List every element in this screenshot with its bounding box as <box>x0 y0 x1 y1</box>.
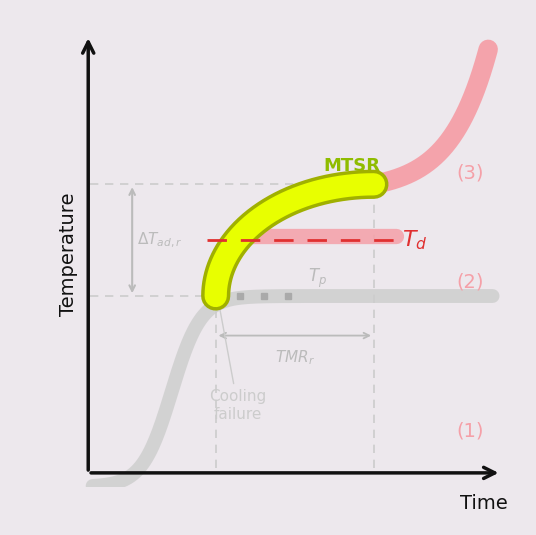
Text: Time: Time <box>460 494 508 513</box>
Text: Cooling
failure: Cooling failure <box>209 303 266 422</box>
Text: (1): (1) <box>457 422 485 440</box>
Text: MTSR: MTSR <box>323 157 381 175</box>
Text: $\Delta T_{ad,r}$: $\Delta T_{ad,r}$ <box>137 231 182 250</box>
Text: (2): (2) <box>457 272 485 292</box>
Text: (3): (3) <box>457 163 485 182</box>
Text: $T_p$: $T_p$ <box>308 267 327 291</box>
Text: Temperature: Temperature <box>59 193 78 316</box>
Text: $T_d$: $T_d$ <box>403 228 428 252</box>
Text: $TMR_r$: $TMR_r$ <box>275 349 315 368</box>
